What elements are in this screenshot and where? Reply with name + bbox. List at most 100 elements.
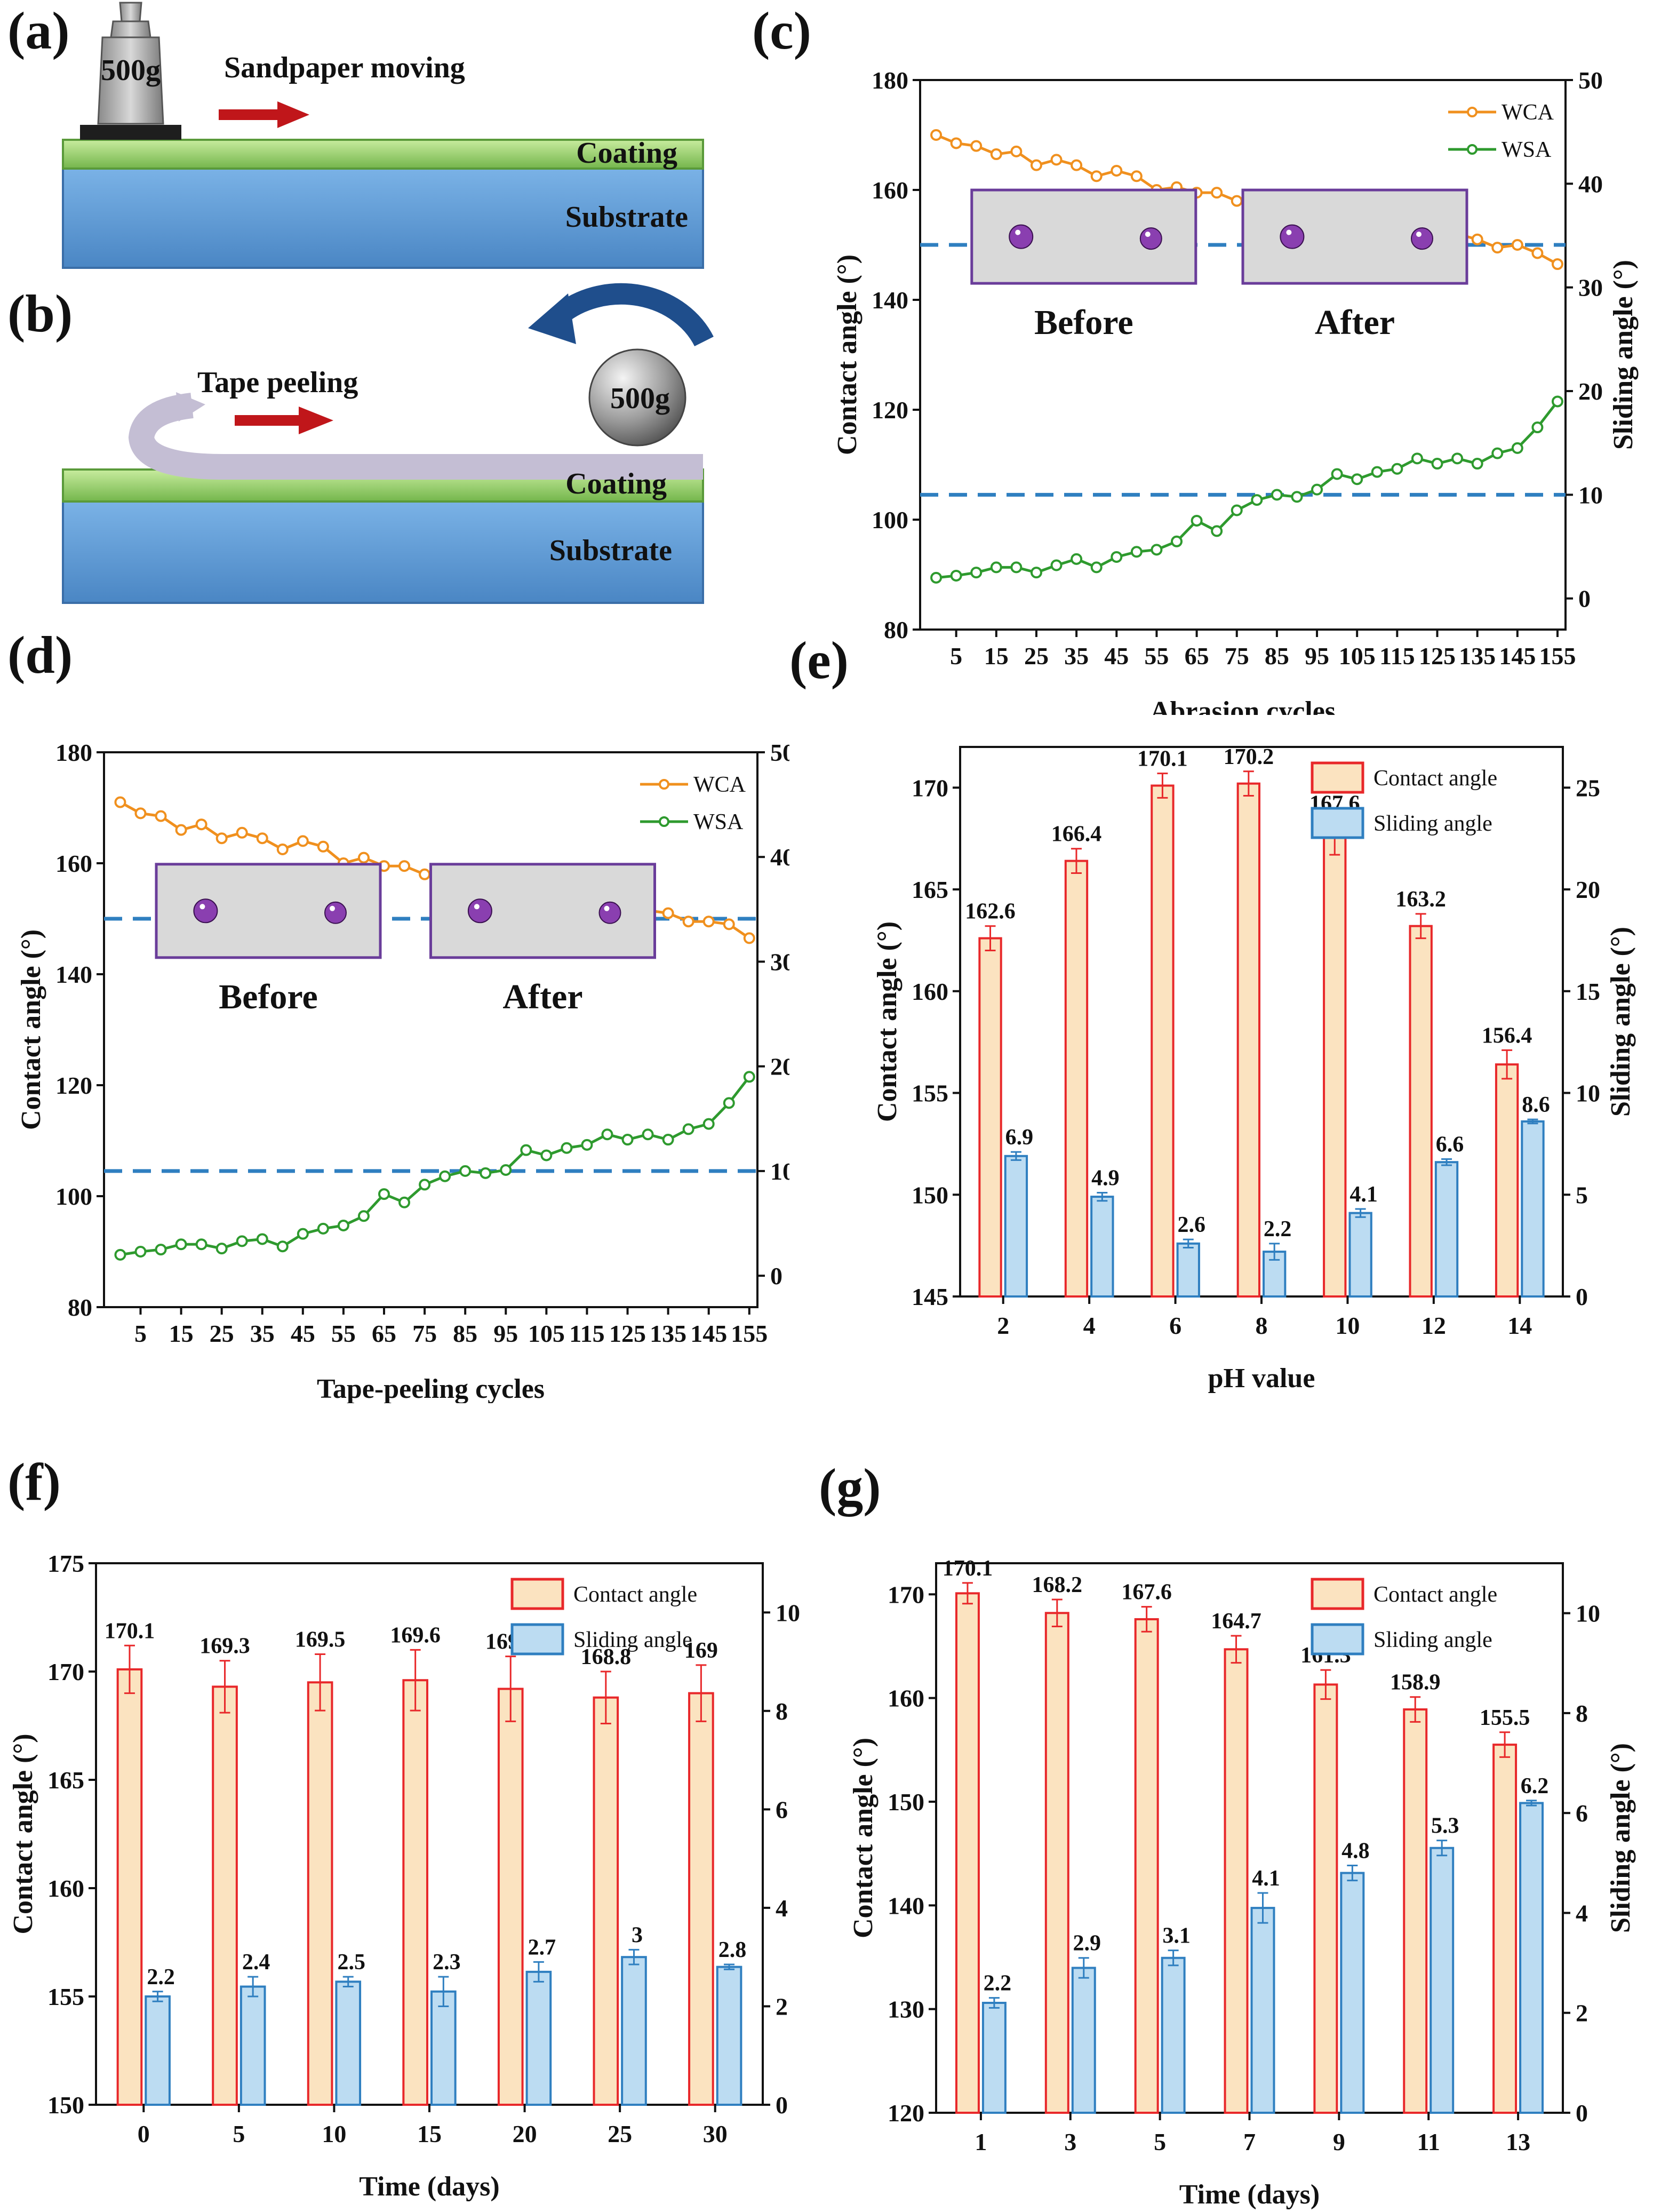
sliding-angle-bar: [1434, 1161, 1459, 1298]
legend-wsa-label: WSA: [1502, 138, 1552, 162]
wca-point: [1511, 239, 1523, 251]
y2-tick-label: 4: [776, 1895, 788, 1922]
sliding-angle-value: 4.8: [1341, 1839, 1370, 1864]
wca-point: [1050, 154, 1063, 166]
wsa-point: [1311, 483, 1323, 496]
wca-point: [990, 148, 1002, 161]
y-tick-label: 160: [888, 1685, 924, 1712]
y-tick-label: 130: [888, 1996, 924, 2023]
sliding-angle-bar: [430, 1990, 457, 2106]
coating-layer: [62, 139, 704, 170]
y-tick-label: 165: [912, 876, 948, 903]
wsa-point: [930, 571, 943, 584]
wca-point: [134, 807, 147, 819]
inset-before: [970, 188, 1197, 285]
wca-point: [1491, 242, 1504, 254]
chart-abrasion: 80 100 120 140 160 180 0 10 20 30 40 50 Abrasion cyc…: [832, 67, 1639, 715]
y-tick-label: 140: [888, 1892, 924, 1919]
y-tick-label: 80: [884, 616, 908, 643]
wsa-point: [540, 1149, 553, 1161]
legend-contact-label: Contact angle: [573, 1582, 697, 1607]
contact-angle-bar: [307, 1681, 333, 2106]
weight-label: 500g: [610, 382, 670, 415]
tape-arrow-icon: [176, 392, 205, 421]
x-tick-label: 95: [493, 1320, 518, 1347]
y-tick-label: 165: [47, 1767, 84, 1794]
legend-contact-swatch: [1311, 761, 1364, 794]
wca-point: [195, 818, 207, 831]
contact-angle-value: 158.9: [1390, 1670, 1441, 1695]
inset-after-droplet: [467, 898, 492, 924]
wsa-point: [256, 1233, 268, 1245]
y2-tick-label: 5: [1576, 1181, 1588, 1208]
wca-point: [236, 826, 248, 839]
wsa-point: [297, 1228, 309, 1240]
inset-after-label: After: [1315, 303, 1395, 342]
wsa-point: [337, 1219, 349, 1231]
contact-angle-value: 164.7: [1211, 1609, 1261, 1634]
wsa-point: [419, 1179, 431, 1191]
schematic-tape-peeling: 500g Tape peeling Coating Substrate: [62, 283, 714, 604]
coating-label: Coating: [576, 137, 677, 170]
contact-angle-bar: [978, 937, 1002, 1298]
x-tick-label: 25: [608, 2120, 632, 2147]
panel-label-b: (b): [7, 284, 73, 343]
sliding-angle-value: 6.6: [1436, 1133, 1464, 1157]
contact-angle-bar: [593, 1696, 619, 2106]
sliding-angle-bar: [621, 1956, 647, 2106]
wsa-point: [114, 1248, 126, 1261]
inset-before-label: Before: [1034, 303, 1133, 342]
inset-before-droplet: [193, 898, 218, 924]
wsa-point: [990, 561, 1002, 574]
y-axis-label: Contact angle (°): [832, 254, 863, 455]
chart-tape-peeling: 80 100 120 140 160 180 0 10 20 30 40 50 Tape-peeling…: [16, 739, 789, 1403]
y-tick-label: 100: [55, 1183, 92, 1210]
sliding-angle-bar: [1430, 1847, 1455, 2114]
wsa-point: [1351, 473, 1363, 486]
contact-angle-bar: [402, 1679, 428, 2106]
contact-angle-bar: [1323, 835, 1347, 1298]
wsa-point: [134, 1246, 147, 1258]
wsa-point: [398, 1196, 411, 1208]
panel-label-f: (f): [7, 1452, 61, 1511]
x-tick-label: 3: [1064, 2128, 1076, 2155]
rotation-arrowhead-icon: [528, 293, 576, 344]
contact-angle-bar: [1224, 1648, 1249, 2114]
y-axis-label: Contact angle (°): [848, 1738, 879, 1938]
wsa-point: [1291, 491, 1303, 503]
sliding-angle-bar: [335, 1980, 362, 2106]
y2-tick-label: 30: [770, 948, 789, 975]
legend-wsa-marker: [659, 816, 669, 827]
wsa-point: [1010, 561, 1023, 574]
y2-axis-label: Sliding angle (°): [1608, 260, 1639, 450]
y2-tick-label: 40: [770, 844, 789, 871]
wsa-point: [970, 567, 983, 579]
wca-point: [215, 832, 228, 845]
contact-angle-value: 169.6: [390, 1623, 441, 1648]
x-tick-label: 85: [1265, 642, 1289, 670]
wsa-point: [317, 1222, 329, 1235]
legend-sliding-swatch: [510, 1623, 564, 1656]
x-tick-label: 13: [1506, 2128, 1530, 2155]
contact-angle-value: 169: [684, 1638, 718, 1663]
wsa-point: [155, 1244, 167, 1256]
wsa-point: [1531, 421, 1544, 434]
y2-axis-label: Sliding angle (°): [1606, 1743, 1636, 1933]
x-tick-label: 8: [1256, 1312, 1268, 1339]
sliding-angle-value: 3: [632, 1923, 643, 1947]
x-tick-label: 7: [1243, 2128, 1256, 2155]
y2-tick-label: 40: [1578, 170, 1603, 197]
sliding-angle-bar: [1004, 1155, 1028, 1298]
y2-tick-label: 0: [776, 2091, 788, 2119]
x-tick-label: 65: [1185, 642, 1209, 670]
wca-point: [1531, 247, 1544, 259]
x-tick-label: 6: [1169, 1312, 1181, 1339]
y-tick-label: 100: [872, 506, 908, 534]
contact-angle-bar: [955, 1592, 980, 2114]
wsa-line: [120, 1076, 750, 1256]
y2-tick-label: 50: [770, 739, 789, 766]
x-tick-label: 135: [1459, 642, 1496, 670]
contact-angle-value: 170.1: [1137, 747, 1188, 771]
motion-label: Sandpaper moving: [224, 51, 465, 84]
inset-before-frame: [155, 863, 382, 959]
